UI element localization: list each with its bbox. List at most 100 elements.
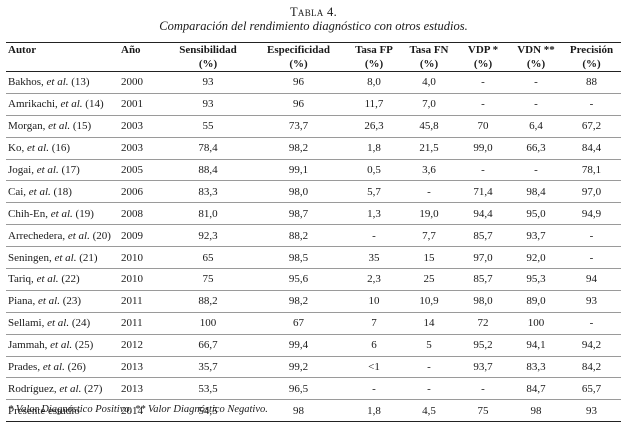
value-cell: 99,1	[251, 159, 346, 182]
value-cell: 11,7	[346, 93, 402, 116]
value-cell: 93,7	[456, 356, 510, 379]
value-cell: -	[402, 377, 456, 401]
et-al: et al.	[26, 142, 49, 155]
column-unit: (%)	[562, 57, 621, 72]
value-cell: -	[510, 71, 562, 94]
value-cell: 83,3	[510, 356, 562, 379]
value-cell: 66,3	[510, 137, 562, 160]
value-cell: 35	[346, 246, 402, 270]
table-row: Prades, et al. (26) 2013 35,7 99,2 <1-93,7 83…	[6, 356, 621, 379]
value-cell: 10	[346, 290, 402, 313]
value-cell: -	[456, 159, 510, 182]
value-cell: -	[346, 377, 402, 401]
column-header: Autor	[6, 42, 119, 57]
year-cell: 2010	[119, 246, 165, 270]
column-unit	[119, 57, 165, 72]
value-cell: 70	[456, 115, 510, 138]
year-cell: 2013	[119, 377, 165, 401]
year-cell: 2012	[119, 334, 165, 357]
value-cell: <1	[346, 356, 402, 379]
reference-number: (27)	[84, 382, 103, 395]
value-cell: 92,3	[165, 224, 251, 248]
author-cell: Sellami, et al. (24)	[6, 312, 119, 335]
value-cell: 88,4	[165, 159, 251, 182]
value-cell: 93	[165, 93, 251, 116]
value-cell: 95,3	[510, 268, 562, 291]
value-cell: 88,2	[251, 224, 346, 248]
value-cell: 89,0	[510, 290, 562, 313]
author-cell: Chih-En, et al. (19)	[6, 202, 119, 226]
column-header: Precisión	[562, 42, 621, 57]
value-cell: 73,7	[251, 115, 346, 138]
value-cell: 95,2	[456, 334, 510, 357]
year-cell: 2005	[119, 159, 165, 182]
value-cell: 25	[402, 268, 456, 291]
author-cell: Amrikachi, et al. (14)	[6, 93, 119, 116]
author-cell: Cai, et al. (18)	[6, 180, 119, 204]
table-caption: Tabla 4. Comparación del rendimiento dia…	[0, 0, 627, 34]
author-name: Rodríguez,	[8, 382, 57, 395]
column-header: Tasa FN	[402, 42, 456, 57]
value-cell: 26,3	[346, 115, 402, 138]
value-cell: 93	[562, 290, 621, 313]
value-cell: 5	[402, 334, 456, 357]
author-name: Arrechedera,	[8, 229, 66, 242]
value-cell: 75	[165, 268, 251, 291]
value-cell: 100	[510, 312, 562, 335]
value-cell: 99,0	[456, 137, 510, 160]
author-name: Seningen,	[8, 251, 52, 264]
value-cell: 94,2	[562, 334, 621, 357]
column-unit: (%)	[402, 57, 456, 72]
value-cell: 7,7	[402, 224, 456, 248]
value-cell: 21,5	[402, 137, 456, 160]
year-cell: 2010	[119, 268, 165, 291]
reference-number: (15)	[72, 120, 92, 133]
column-header: Tasa FP	[346, 42, 402, 57]
reference-number: (25)	[74, 339, 94, 352]
author-cell: Piana, et al. (23)	[6, 290, 119, 313]
value-cell: 1,3	[346, 202, 402, 226]
value-cell: 99,4	[251, 334, 346, 357]
table-row: Sellami, et al. (24) 2011 100 67 7 14 72 100-	[6, 312, 621, 335]
table-subtitle: Comparación del rendimiento diagnóstico …	[159, 19, 468, 33]
reference-number: (16)	[51, 142, 71, 155]
year-cell: 2011	[119, 290, 165, 313]
year-cell: 2003	[119, 137, 165, 160]
author-name: Ko,	[8, 142, 25, 155]
value-cell: 19,0	[402, 202, 456, 226]
value-cell: -	[456, 93, 510, 116]
value-cell: 88,2	[165, 290, 251, 313]
value-cell: 66,7	[165, 334, 251, 357]
value-cell: -	[562, 224, 621, 248]
value-cell: -	[562, 93, 621, 116]
value-cell: 100	[165, 312, 251, 335]
value-cell: 98,0	[456, 290, 510, 313]
value-cell: 35,7	[165, 356, 251, 379]
value-cell: 88	[562, 71, 621, 94]
table-title: Tabla 4.	[289, 5, 338, 19]
value-cell: 94,4	[456, 202, 510, 226]
value-cell: 6	[346, 334, 402, 357]
value-cell: 98,2	[251, 137, 346, 160]
value-cell: 1,8	[346, 399, 402, 423]
author-name: Presente estudio	[8, 404, 80, 417]
value-cell: 8,0	[346, 71, 402, 94]
author-cell: Seningen, et al. (21)	[6, 246, 119, 270]
value-cell: 78,1	[562, 159, 621, 182]
et-al: et al.	[54, 251, 77, 264]
author-cell: Rodríguez, et al. (27)	[6, 377, 119, 401]
value-cell: 4,0	[402, 71, 456, 94]
value-cell: 97,0	[562, 180, 621, 204]
et-al: et al.	[50, 339, 73, 352]
value-cell: 0,5	[346, 159, 402, 182]
column-header: VDP *	[456, 42, 510, 57]
year-cell: 2013	[119, 356, 165, 379]
value-cell: 95,6	[251, 268, 346, 291]
value-cell: 84,7	[510, 377, 562, 401]
value-cell: 14	[402, 312, 456, 335]
column-unit	[6, 57, 119, 72]
author-cell: Ko, et al. (16)	[6, 137, 119, 160]
column-unit: (%)	[456, 57, 510, 72]
value-cell: -	[346, 224, 402, 248]
year-cell: 2011	[119, 312, 165, 335]
